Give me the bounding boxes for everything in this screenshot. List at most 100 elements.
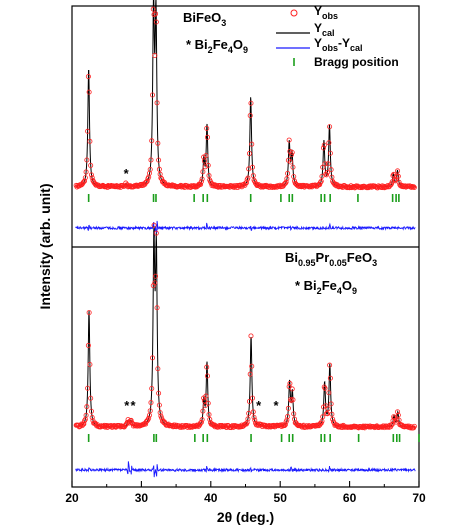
y-obs-minus-y-cal-curve [75,220,416,239]
y-obs-point [395,409,401,415]
y-obs-point [206,412,212,418]
y-obs-point [326,140,332,146]
compound-sub: 0.95 [298,258,316,268]
y-obs-point [85,128,91,134]
y-obs-point [290,164,296,170]
y-obs-point [325,161,331,167]
y-obs-point [154,100,160,106]
impurity-sub: 4 [337,286,342,296]
y-obs-point [327,362,333,368]
legend-sub: obs [322,43,338,53]
y-obs-point [252,417,258,423]
y-obs-point [251,414,257,420]
compound-text: Bi [285,250,298,265]
panel-2 [73,222,420,478]
y-obs-point [152,280,158,286]
impurity-sub: 2 [317,286,322,296]
y-obs-point [395,173,401,179]
y-obs-point [156,157,162,163]
y-obs-point [88,395,94,401]
impurity-text: Fe [322,278,337,293]
y-obs-point [199,417,205,423]
impurity-sub: 4 [228,45,233,55]
impurity-star-marker: * [124,166,130,181]
y-obs-point [157,410,163,416]
y-obs-point [203,393,209,399]
y-obs-point [246,410,252,416]
y-obs-point [245,416,251,422]
compound-sub: 3 [221,18,226,28]
y-obs-point [328,401,334,407]
x-tick-label: 20 [65,491,79,505]
y-obs-point [242,182,248,188]
legend-text: Y [314,4,322,18]
legend-label-3: Yobs-Ycal [314,36,363,53]
impurity-star-marker: * [124,398,130,413]
y-obs-point [201,158,207,164]
y-obs-point [320,164,326,170]
y-obs-point [140,422,146,428]
y-obs-point [327,375,333,381]
y-obs-point [83,169,89,175]
panel-2-impurity-label: * Bi2Fe4O9 [295,278,357,296]
y-obs-point [396,417,402,423]
y-obs-point [85,342,91,348]
legend-y-obs-marker [290,9,298,17]
y-obs-point [288,159,294,165]
y-obs-point [290,397,296,403]
y-obs-point [149,355,155,361]
y-obs-point [248,333,254,339]
y-obs-point [246,151,252,157]
x-tick-label: 40 [204,491,218,505]
legend-sub: obs [322,11,338,21]
y-obs-point [156,166,162,172]
y-obs-point [147,166,153,172]
compound-text: FeO [347,250,372,265]
y-obs-point [286,384,292,390]
legend-text: Y [314,21,322,35]
legend-label-1: Yobs [314,4,338,21]
x-tick-label: 30 [135,491,149,505]
y-obs-point [284,176,290,182]
impurity-text: * Bi [295,278,317,293]
y-obs-point [250,164,256,170]
panel-2-compound-label: Bi0.95Pr0.05FeO3 [285,250,377,268]
panel-1-impurity-label: * Bi2Fe4O9 [186,37,248,55]
y-obs-point [249,363,255,369]
plot-frame [71,5,420,488]
y-obs-point [199,176,205,182]
y-obs-point [395,412,401,418]
y-obs-series [73,222,417,431]
y-obs-point [154,305,160,311]
y-obs-point [323,171,329,177]
y-obs-point [329,411,335,417]
y-obs-point [198,419,204,425]
y-obs-point [288,397,294,403]
y-obs-point [283,179,289,185]
y-obs-point [204,364,210,370]
y-obs-point [84,404,90,410]
y-obs-point [286,137,292,143]
y-obs-point [86,310,92,316]
y-obs-point [324,172,330,178]
y-obs-point [411,184,417,190]
y-obs-point [243,180,249,186]
y-obs-point [87,361,93,367]
y-obs-point [200,169,206,175]
y-obs-point [146,415,152,421]
legend-sub: cal [350,43,363,53]
y-obs-point [156,402,162,408]
y-obs-point [395,168,401,174]
y-obs-point [285,414,291,420]
y-obs-point [82,178,88,184]
y-obs-point [321,145,327,151]
y-obs-point [314,423,320,429]
y-obs-point [88,162,94,168]
y-obs-point [150,283,156,289]
axes: 20 30 40 50 60 70 2θ (deg.) Intensity (arb. uni… [37,184,426,526]
y-obs-point [84,157,90,163]
impurity-text: Fe [213,37,228,52]
y-obs-point [156,390,162,396]
